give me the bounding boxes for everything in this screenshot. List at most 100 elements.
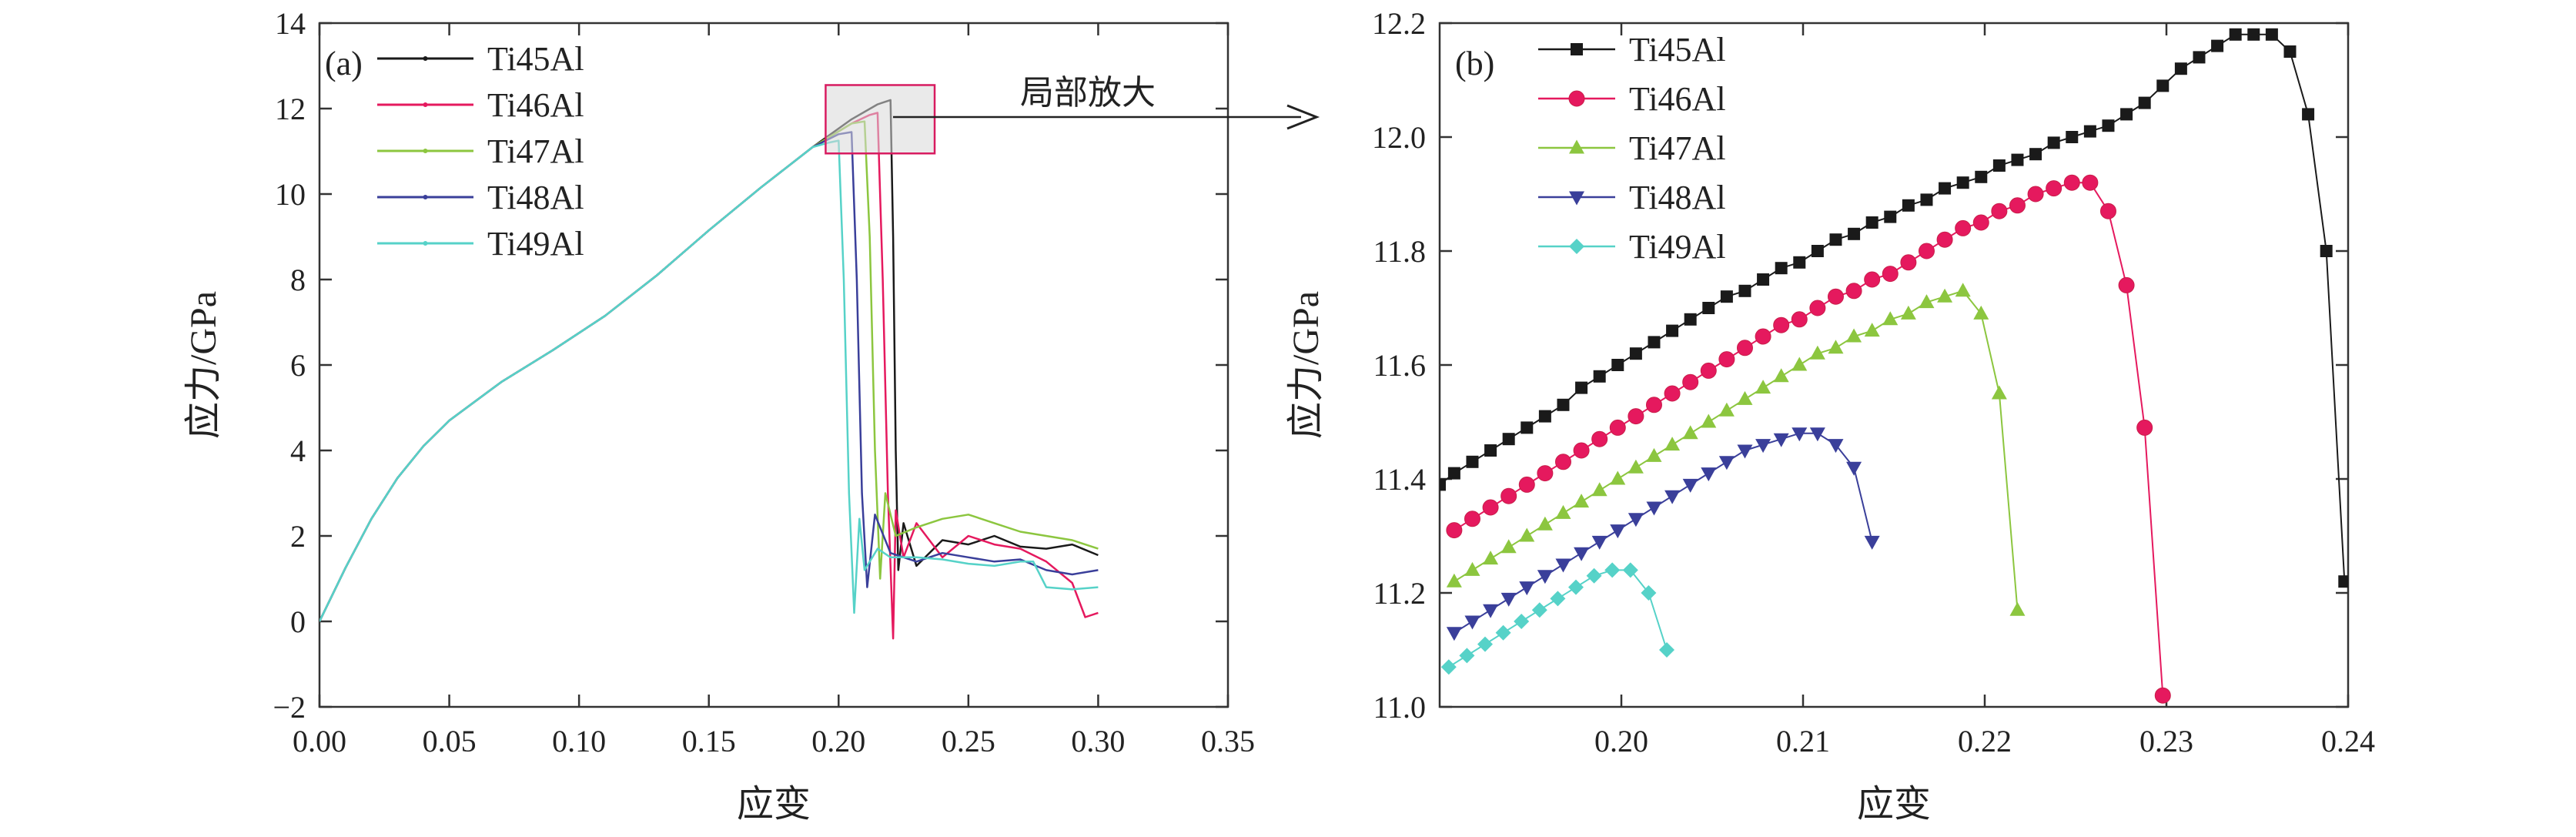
y-tick-label-b-5: 12.0	[1372, 120, 1426, 155]
y-axis-title-b: 应力/GPa	[1286, 291, 1326, 439]
point-b-ti49al-2	[1477, 636, 1493, 652]
series-b-ti47al	[1446, 283, 2026, 616]
point-b-ti47al-26	[1919, 294, 1935, 309]
point-b-ti45al-42	[2193, 51, 2206, 64]
series-line-b-ti46al	[1454, 182, 2164, 696]
point-b-ti49al-9	[1604, 562, 1621, 578]
point-b-ti46al-2	[1482, 499, 1499, 516]
x-tick-label-b-4: 0.24	[2321, 724, 2375, 758]
series-b-ti48al	[1446, 427, 1880, 641]
x-tick-label-a-6: 0.30	[1071, 724, 1125, 758]
point-b-ti45al-26	[1902, 199, 1915, 212]
point-b-ti46al-11	[1645, 397, 1662, 413]
point-b-ti45al-6	[1538, 410, 1551, 423]
point-b-ti47al-27	[1937, 288, 1953, 303]
panel-tag-a: (a)	[325, 45, 363, 82]
point-b-ti48al-1	[1464, 615, 1480, 630]
point-b-ti48al-20	[1809, 427, 1825, 442]
point-b-ti46al-28	[1955, 219, 1972, 236]
legend-item-a-ti49al: Ti49Al	[377, 225, 584, 263]
point-b-ti45al-45	[2247, 28, 2260, 41]
point-b-ti47al-9	[1610, 470, 1626, 485]
x-axis-title-b: 应变	[1857, 784, 1931, 825]
point-b-ti47al-14	[1701, 413, 1717, 428]
point-b-ti45al-19	[1775, 262, 1788, 275]
x-tick-label-a-0: 0.00	[293, 724, 346, 758]
series-line-b-ti47al	[1454, 290, 2019, 611]
y-tick-label-b-0: 11.0	[1373, 690, 1426, 725]
point-b-ti45al-11	[1629, 347, 1642, 360]
plot-frame-b	[1438, 22, 2350, 708]
zoom-label: 局部放大	[1020, 74, 1156, 112]
point-b-ti45al-32	[2011, 153, 2024, 166]
point-b-ti48al-6	[1555, 558, 1571, 573]
legend-label-a-ti49al: Ti49Al	[487, 225, 584, 263]
point-b-ti45al-10	[1611, 359, 1624, 371]
tick-labels-b: 0.20 0.21 0.22 0.23 0.24 11.0 11.2 11.4 11.6 11.8…	[1372, 6, 2375, 758]
point-b-ti45al-23	[1848, 227, 1861, 240]
point-b-ti48al-12	[1664, 490, 1681, 504]
series-line-a-ti49al	[319, 139, 1099, 622]
point-b-ti46al-7	[1573, 442, 1590, 459]
point-b-ti46al-6	[1554, 454, 1571, 470]
x-tick-label-a-4: 0.20	[811, 724, 865, 758]
point-b-ti48al-17	[1755, 439, 1771, 454]
point-b-ti45al-30	[1975, 170, 1988, 183]
point-b-ti45al-3	[1484, 444, 1497, 457]
point-b-ti45al-31	[1992, 159, 2006, 172]
point-b-ti47al-0	[1446, 573, 1462, 588]
point-b-ti45al-24	[1865, 216, 1878, 229]
legend-label-a-ti45al: Ti45Al	[487, 40, 584, 78]
x-tick-label-b-1: 0.21	[1776, 724, 1830, 758]
legend-marker-b-ti45al	[1571, 43, 1583, 55]
point-b-ti45al-47	[2283, 45, 2297, 58]
point-b-ti45al-39	[2138, 96, 2151, 109]
panel-tag-b: (b)	[1455, 45, 1494, 82]
point-b-ti46al-36	[2099, 203, 2116, 219]
point-b-ti46al-30	[1991, 203, 2008, 219]
legend-marker-b-ti48al	[1569, 191, 1584, 206]
series-line-b-ti49al	[1448, 569, 1668, 668]
point-b-ti45al-7	[1557, 398, 1570, 411]
tick-labels-a: 0.00 0.05 0.10 0.15 0.20 0.25 0.30 0.35 −2 0 2 4 6 8 1…	[273, 6, 1255, 758]
x-axis-title-a: 应变	[737, 784, 811, 825]
series-line-a-ti45al	[319, 99, 1099, 622]
point-b-ti46al-38	[2136, 419, 2153, 436]
y-tick-label-a-3: 4	[290, 434, 306, 468]
point-b-ti46al-0	[1446, 522, 1463, 539]
legend-dot-a-ti49al	[423, 241, 428, 246]
point-b-ti47al-12	[1664, 437, 1681, 451]
point-b-ti45al-35	[2066, 131, 2079, 143]
point-b-ti46al-21	[1827, 288, 1844, 305]
point-b-ti49al-3	[1495, 624, 1511, 641]
point-b-ti45al-20	[1793, 256, 1806, 269]
legend-label-b-ti47al: Ti47Al	[1629, 129, 1726, 167]
point-b-ti45al-13	[1666, 324, 1679, 337]
point-b-ti47al-31	[2009, 601, 2026, 616]
legend-b: Ti45Al Ti46Al Ti47Al Ti48Al Ti49Al	[1538, 31, 1726, 266]
point-b-ti46al-18	[1773, 316, 1790, 333]
point-b-ti46al-5	[1537, 465, 1554, 482]
point-b-ti48al-23	[1864, 535, 1880, 550]
point-b-ti46al-16	[1736, 340, 1753, 357]
point-b-ti47al-5	[1537, 516, 1553, 531]
series-b-ti49al	[1440, 562, 1674, 675]
point-b-ti46al-34	[2063, 174, 2080, 191]
legend-a: Ti45Al Ti46Al Ti47Al Ti48Al Ti49Al	[377, 40, 584, 263]
legend-dot-a-ti48al	[423, 195, 428, 199]
point-b-ti45al-50	[2338, 575, 2348, 588]
point-b-ti45al-40	[2156, 79, 2170, 92]
point-b-ti45al-38	[2120, 108, 2133, 121]
y-tick-label-b-6: 12.2	[1372, 6, 1426, 41]
point-b-ti47al-4	[1519, 527, 1535, 542]
point-b-ti46al-12	[1664, 385, 1681, 402]
point-b-ti45al-2	[1466, 455, 1479, 468]
legend-dot-a-ti46al	[423, 102, 428, 107]
y-tick-label-a-2: 2	[290, 519, 306, 554]
y-tick-label-a-5: 8	[290, 263, 306, 297]
point-b-ti47al-21	[1828, 340, 1844, 354]
point-b-ti49al-5	[1531, 602, 1547, 618]
legend-label-a-ti48al: Ti48Al	[487, 179, 584, 216]
point-b-ti49al-7	[1568, 579, 1584, 595]
